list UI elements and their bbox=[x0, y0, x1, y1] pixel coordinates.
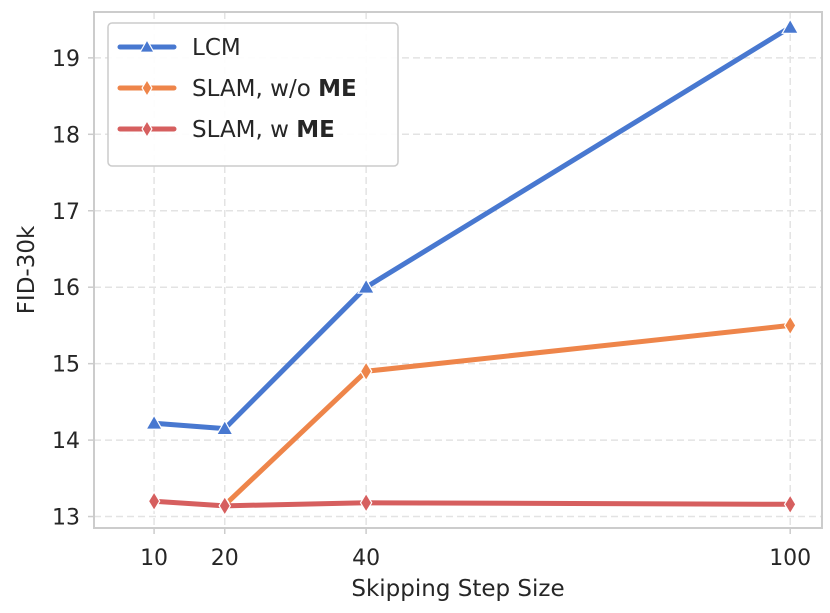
plot-frame bbox=[93, 11, 823, 529]
series-line bbox=[151, 498, 793, 509]
series-slam-w-me bbox=[147, 490, 797, 517]
data-point bbox=[145, 414, 164, 430]
y-tick-label: 19 bbox=[52, 47, 80, 72]
series-line bbox=[222, 322, 793, 508]
data-point bbox=[359, 492, 373, 514]
data-point bbox=[147, 490, 161, 512]
data-point bbox=[357, 277, 376, 294]
y-tick-label: 13 bbox=[52, 506, 80, 531]
data-point bbox=[359, 360, 373, 382]
series-lcm bbox=[145, 18, 800, 436]
data-point bbox=[783, 493, 797, 515]
legend-label: LCM bbox=[192, 35, 241, 61]
y-tick-label: 15 bbox=[52, 353, 80, 378]
legend-box bbox=[107, 22, 399, 167]
legend-label: SLAM, w ME bbox=[192, 117, 335, 143]
series-line bbox=[151, 24, 793, 432]
legend: LCM SLAM, w/o ME SLAM, w ME bbox=[107, 22, 399, 167]
y-tick-label: 14 bbox=[52, 429, 80, 454]
data-point bbox=[141, 119, 153, 139]
data-point bbox=[215, 419, 234, 436]
legend-label: SLAM, w/o ME bbox=[192, 76, 357, 102]
x-tick-label: 10 bbox=[140, 546, 168, 571]
x-tick-label: 100 bbox=[769, 546, 811, 571]
data-point bbox=[218, 495, 232, 517]
data-point bbox=[783, 315, 797, 336]
y-tick-label: 18 bbox=[52, 123, 80, 148]
data-point bbox=[781, 18, 800, 34]
legend-item: SLAM, w ME bbox=[117, 117, 335, 143]
axis-ticks: 10 20 40 100 13 14 15 16 17 18 19 bbox=[52, 47, 811, 571]
data-point bbox=[141, 78, 153, 98]
x-tick-label: 20 bbox=[211, 546, 239, 571]
x-tick-label: 40 bbox=[352, 546, 380, 571]
legend-item: SLAM, w/o ME bbox=[117, 76, 357, 102]
y-tick-label: 17 bbox=[52, 200, 80, 225]
legend-item: LCM bbox=[117, 35, 241, 61]
data-point bbox=[138, 38, 156, 53]
x-axis-title: Skipping Step Size bbox=[351, 576, 564, 602]
series-lines bbox=[145, 18, 800, 517]
y-axis-title: FID-30k bbox=[14, 225, 40, 314]
y-tick-label: 16 bbox=[52, 276, 80, 301]
